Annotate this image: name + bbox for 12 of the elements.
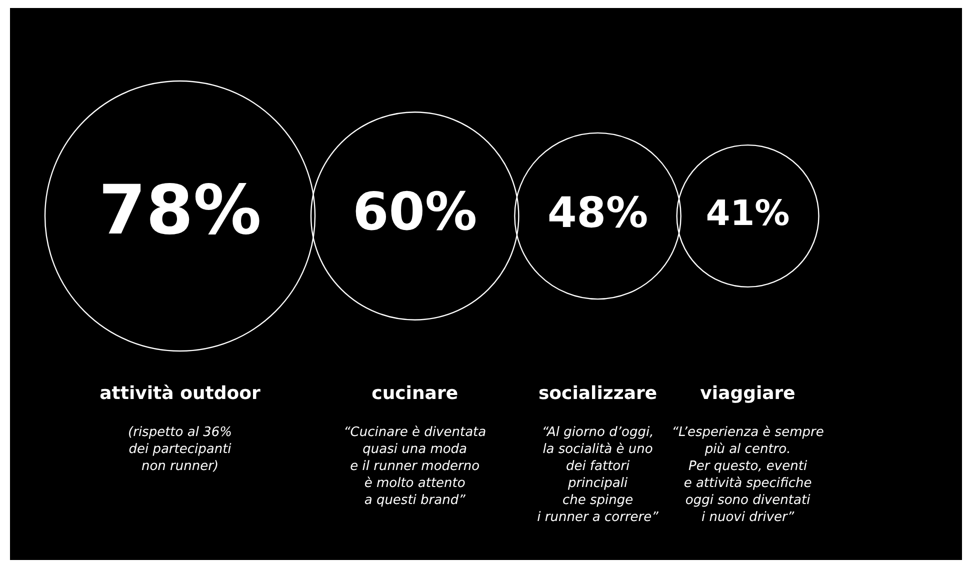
text: “Al giorno d’oggi, la socialità è uno dei fattori principali che spinge i runner a correre” [537, 425, 658, 525]
category-label: cucinare [370, 383, 460, 404]
category-label: attività outdoor [98, 383, 262, 404]
text: “L’esperienza è sempre più al centro. Per questo, eventi e attività specifiche oggi sono diventati i nuovi driver” [672, 425, 824, 525]
category-label: socializzare [538, 383, 658, 404]
data-label: 60% [352, 182, 478, 243]
text: (rispetto al 36% dei partecipanti non runner) [127, 424, 233, 475]
text: “Cucinare è diventata quasi una moda e il runner moderno è molto attento a questi brand” [342, 424, 488, 509]
category-label: viaggiare [700, 383, 796, 404]
data-label: 48% [548, 188, 648, 237]
data-label: 78% [98, 172, 262, 251]
data-label: 41% [706, 194, 790, 234]
